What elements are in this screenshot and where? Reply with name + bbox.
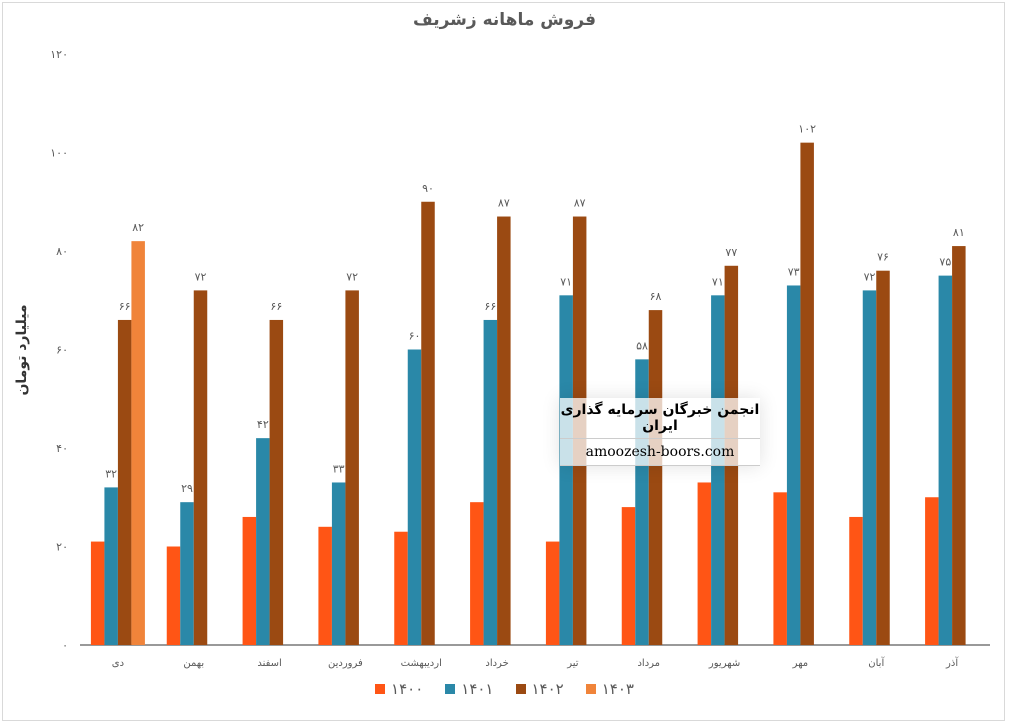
data-label: ۸۲ [132,221,144,234]
data-label: ۶۶ [270,300,282,313]
legend-swatch [585,684,596,694]
bar-۱۴۰۰ [925,497,939,645]
bar-۱۴۰۲ [952,246,966,645]
data-label: ۷۵ [939,256,951,269]
bar-۱۴۰۲ [648,310,663,645]
data-label: ۶۶ [119,300,131,313]
x-tick-label: آبان [868,656,885,669]
data-label: ۷۲ [346,270,358,283]
chart-title: فروش ماهانه زشریف [412,10,597,30]
data-label: ۷۳ [788,265,800,278]
legend: ۱۴۰۰ ۱۴۰۱ ۱۴۰۲ ۱۴۰۳ [0,680,1009,698]
bar-۱۴۰۱ [407,349,422,645]
data-label: ۶۰ [409,330,421,343]
data-label: ۳۳ [333,462,345,475]
bar-۱۴۰۰ [697,482,712,645]
bar-۱۴۰۲ [421,201,435,645]
x-tick-label: مهر [792,658,808,669]
bar-۱۴۰۲ [345,290,359,645]
x-tick-label: تیر [566,658,579,669]
y-tick-label: ۱۰۰ [50,147,68,160]
data-label: ۷۶ [877,251,889,264]
data-label: ۹۰ [422,182,434,195]
y-tick-label: ۴۰ [56,442,68,455]
bar-۱۴۰۱ [256,438,270,645]
watermark-url: amoozesh-boors.com [560,439,760,466]
data-label: ۷۲ [195,270,207,283]
bar-۱۴۰۱ [862,290,877,645]
legend-item: ۱۴۰۰ [375,680,423,698]
bar-۱۴۰۰ [545,541,560,645]
bar-۱۴۰۱ [711,295,725,645]
data-label: ۷۲ [864,270,876,283]
legend-swatch [445,684,456,694]
bar-۱۴۰۰ [621,507,636,645]
bar-۱۴۰۲ [497,216,511,645]
data-label: ۲۹ [181,482,193,495]
data-label: ۸۱ [953,226,965,239]
bar-۱۴۰۱ [483,319,498,645]
data-label: ۷۱ [560,275,572,288]
legend-swatch [375,684,386,694]
bar-۱۴۰۲ [876,270,890,645]
x-tick-label: اسفند [257,658,281,669]
legend-label: ۱۴۰۲ [531,680,564,698]
bar-۱۴۰۱ [331,482,346,645]
bar-۱۴۰۲ [269,319,284,645]
x-tick-label: شهریور [708,658,740,669]
x-tick-label: خرداد [485,658,508,669]
legend-item: ۱۴۰۳ [585,680,634,698]
legend-item: ۱۴۰۲ [515,680,564,698]
bar-۱۴۰۲ [193,290,208,645]
bar-۱۴۰۰ [242,516,257,645]
data-label: ۳۲ [105,467,117,480]
bar-۱۴۰۱ [180,502,194,645]
bar-۱۴۰۱ [786,285,801,645]
data-label: ۱۰۲ [798,123,816,136]
data-label: ۵۸ [636,339,648,352]
x-tick-label: اردیبهشت [401,658,442,669]
legend-label: ۱۴۰۳ [601,680,634,698]
watermark-title: انجمن خبرگان سرمایه گذاری ایران [560,398,760,439]
legend-swatch [515,684,526,694]
bar-۱۴۰۲ [800,142,814,645]
bar-۱۴۰۰ [318,526,332,645]
legend-item: ۱۴۰۱ [445,680,494,698]
y-tick-label: ۸۰ [56,245,68,258]
x-tick-label: بهمن [183,658,204,669]
data-label: ۸۷ [574,197,586,210]
data-label: ۴۲ [257,418,269,431]
x-tick-label: فروردین [328,658,363,669]
x-tick-label: دی [112,658,124,669]
bar-۱۴۰۰ [849,516,863,645]
bar-۱۴۰۱ [938,275,953,645]
y-tick-label: ۱۲۰ [50,48,68,61]
bar-۱۴۰۰ [470,502,484,645]
bar-۱۴۰۰ [773,492,787,645]
data-label: ۷۷ [725,246,737,259]
bar-۱۴۰۱ [104,487,118,645]
y-tick-label: ۲۰ [56,541,68,554]
legend-label: ۱۴۰۱ [461,680,494,698]
data-label: ۶۶ [484,300,496,313]
data-label: ۷۱ [712,275,724,288]
bar-۱۴۰۰ [90,541,105,645]
x-tick-label: مرداد [637,658,660,669]
bar-۱۴۰۱ [559,295,573,645]
bar-۱۴۰۲ [117,319,132,645]
watermark: انجمن خبرگان سرمایه گذاری ایران amoozesh… [560,398,760,466]
y-tick-label: ۶۰ [56,344,68,357]
data-label: ۸۷ [498,197,510,210]
y-tick-label: ۰ [62,639,68,652]
x-tick-label: آذر [945,656,959,669]
legend-label: ۱۴۰۰ [391,680,424,698]
bar-۱۴۰۳ [131,241,145,645]
data-label: ۶۸ [650,290,662,303]
bar-۱۴۰۰ [166,546,181,645]
bar-۱۴۰۰ [394,531,408,645]
